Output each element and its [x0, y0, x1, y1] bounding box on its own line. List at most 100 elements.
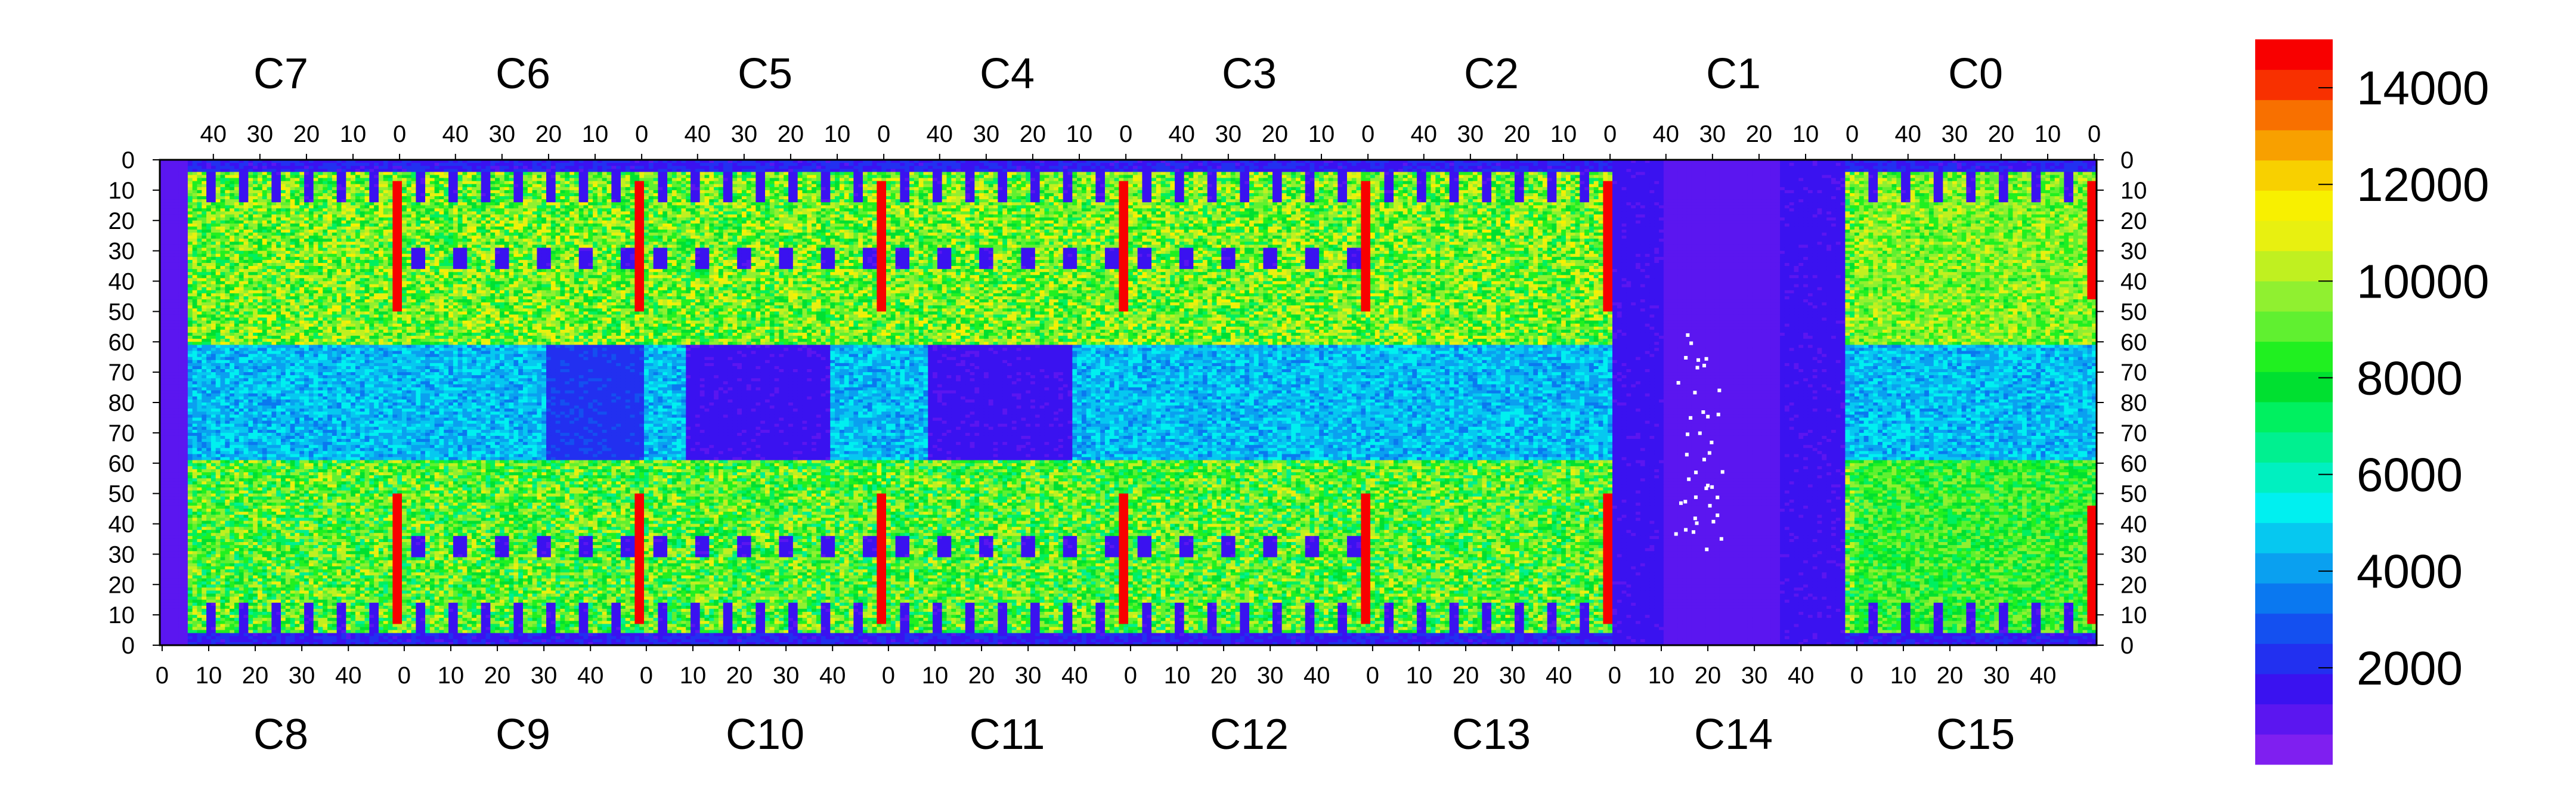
colorbar-segment	[2255, 432, 2333, 463]
left-tick-label: 50	[109, 481, 135, 507]
bottom-tick-label: 10	[196, 662, 222, 689]
right-tick-label: 60	[2120, 329, 2147, 355]
bottom-tick-label: 40	[577, 662, 604, 689]
top-tick-label: 40	[1653, 121, 1680, 147]
bottom-tick-label: 20	[1453, 662, 1479, 689]
chip-label-top: C5	[738, 50, 792, 98]
left-tick-label: 20	[109, 208, 135, 234]
right-tick-label: 80	[2120, 390, 2147, 416]
bottom-tick-label: 10	[438, 662, 465, 689]
bottom-tick-label: 0	[156, 662, 169, 689]
top-tick-label: 30	[247, 121, 274, 147]
top-tick-label: 20	[1504, 121, 1531, 147]
top-tick-label: 20	[293, 121, 320, 147]
chip-label-bottom: C11	[970, 711, 1045, 758]
top-tick-label: 40	[1411, 121, 1438, 147]
bottom-tick-label: 20	[484, 662, 511, 689]
left-tick-label: 30	[109, 541, 135, 568]
top-tick-label: 30	[1457, 121, 1484, 147]
top-tick-label: 20	[1746, 121, 1773, 147]
top-tick-label: 40	[927, 121, 953, 147]
colorbar-segment	[2255, 221, 2333, 251]
colorbar-segment	[2255, 100, 2333, 130]
bottom-tick-label: 10	[1164, 662, 1191, 689]
chip-label-top: C2	[1464, 50, 1519, 98]
bottom-tick-label: 10	[922, 662, 949, 689]
bottom-tick-label: 30	[1983, 662, 2010, 689]
right-tick-label: 30	[2120, 239, 2147, 265]
right-tick-label: 10	[2120, 178, 2147, 204]
bottom-tick-label: 0	[1124, 662, 1137, 689]
bottom-tick-label: 0	[1608, 662, 1621, 689]
bottom-tick-label: 30	[1499, 662, 1526, 689]
colorbar-segment	[2255, 643, 2333, 674]
bottom-tick-label: 30	[1257, 662, 1284, 689]
bottom-tick-label: 40	[819, 662, 846, 689]
top-tick-label: 0	[1361, 121, 1374, 147]
colorbar-segment	[2255, 190, 2333, 221]
top-tick-label: 20	[778, 121, 804, 147]
top-tick-label: 40	[1895, 121, 1922, 147]
top-tick-label: 0	[1846, 121, 1859, 147]
colorbar-tick-label: 4000	[2357, 545, 2463, 598]
left-tick-label: 0	[122, 633, 135, 659]
colorbar-segment	[2255, 70, 2333, 100]
bottom-tick-label: 0	[882, 662, 895, 689]
bottom-tick-label: 40	[1546, 662, 1572, 689]
bottom-tick-label: 20	[1695, 662, 1722, 689]
right-tick-label: 0	[2120, 147, 2134, 174]
left-tick-label: 10	[109, 602, 135, 628]
right-tick-label: 20	[2120, 208, 2147, 234]
chip-label-bottom: C8	[253, 711, 308, 758]
heatmap-cells	[160, 160, 2097, 646]
bottom-tick-label: 10	[1648, 662, 1675, 689]
right-tick-label: 20	[2120, 572, 2147, 598]
top-tick-label: 20	[535, 121, 562, 147]
colorbar-segment	[2255, 251, 2333, 281]
top-tick-label: 40	[442, 121, 469, 147]
top-tick-label: 40	[200, 121, 227, 147]
colorbar-segment	[2255, 311, 2333, 342]
top-tick-label: 30	[973, 121, 1000, 147]
bottom-tick-label: 30	[773, 662, 800, 689]
top-axis: 40 30 20 10 0 40 30 20 10 0 40 30 20 10 0 40 30 20 10 0 40 30…	[200, 121, 2101, 160]
top-tick-label: 20	[1262, 121, 1289, 147]
left-tick-label: 70	[109, 420, 135, 447]
top-tick-label: 30	[731, 121, 758, 147]
top-tick-label: 10	[582, 121, 609, 147]
bottom-tick-label: 20	[968, 662, 995, 689]
bottom-tick-label: 0	[398, 662, 411, 689]
right-tick-label: 40	[2120, 512, 2147, 538]
colorbar-segment	[2255, 130, 2333, 160]
top-tick-label: 10	[1792, 121, 1819, 147]
chip-label-top: C1	[1706, 50, 1761, 98]
bottom-tick-label: 0	[1850, 662, 1863, 689]
chip-label-top: C0	[1948, 50, 2003, 98]
bottom-tick-label: 0	[640, 662, 653, 689]
colorbar-tick-label: 14000	[2357, 61, 2489, 114]
chip-label-top: C6	[496, 50, 550, 98]
left-tick-label: 0	[122, 147, 135, 174]
right-tick-label: 70	[2120, 420, 2147, 447]
bottom-tick-label: 40	[1788, 662, 1815, 689]
chip-label-top: C4	[980, 50, 1035, 98]
top-tick-label: 30	[1942, 121, 1968, 147]
top-tick-label: 40	[685, 121, 711, 147]
chip-label-top: C3	[1222, 50, 1277, 98]
top-tick-label: 0	[877, 121, 890, 147]
left-tick-label: 20	[109, 572, 135, 598]
colorbar-segment	[2255, 553, 2333, 583]
chip-label-bottom: C10	[726, 711, 804, 758]
bottom-tick-label: 20	[242, 662, 269, 689]
colorbar-segment	[2255, 462, 2333, 493]
left-tick-label: 70	[109, 360, 135, 386]
top-tick-label: 30	[1215, 121, 1242, 147]
colorbar-segment	[2255, 734, 2333, 764]
bottom-tick-label: 10	[680, 662, 707, 689]
bottom-tick-label: 30	[531, 662, 558, 689]
top-tick-label: 40	[1169, 121, 1196, 147]
chip-label-top: C7	[253, 50, 308, 98]
